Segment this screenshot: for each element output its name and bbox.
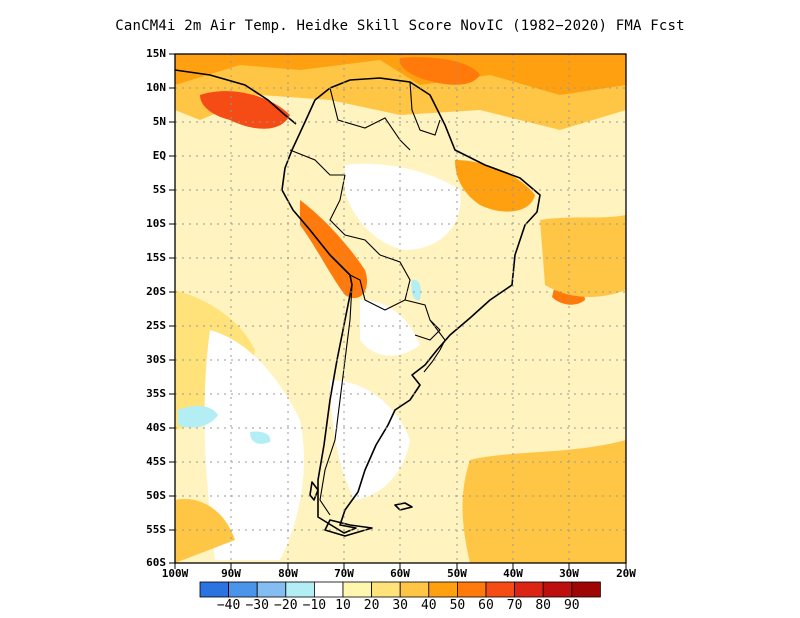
lat-label: 40S [146, 421, 166, 434]
border-colombia-peru [289, 149, 345, 176]
colorbar-swatch-12 [514, 581, 544, 598]
lat-label: 15S [146, 251, 166, 264]
field-chile-light [280, 470, 340, 560]
lat-label: 15N [146, 47, 166, 60]
colorbar-swatch-3 [256, 581, 287, 598]
skill-field [175, 54, 626, 563]
border-colombia-venezuela [329, 87, 411, 151]
lon-label: 80W [278, 567, 298, 580]
field-pacific-white [204, 330, 304, 560]
colorbar-swatch-13 [542, 581, 573, 598]
lat-label: 60S [146, 556, 166, 569]
southern-chile-islands [309, 481, 319, 501]
field-cyan-42s [250, 431, 271, 444]
colorbar-swatch-2 [228, 581, 258, 598]
country-borders [289, 81, 446, 516]
lon-label: 70W [334, 567, 354, 580]
colorbar-label: 40 [420, 598, 437, 613]
field-cyan-40s [178, 405, 218, 428]
lat-label: 20S [146, 285, 166, 298]
colorbar-swatch-1 [199, 581, 230, 598]
field-southern-gold [175, 499, 235, 563]
map-title: CanCM4i 2m Air Temp. Heidke Skill Score … [115, 18, 685, 34]
border-paraguay [404, 299, 441, 341]
lon-label: 40W [503, 567, 523, 580]
tierra-del-fuego [324, 519, 373, 537]
lat-label: 5N [152, 115, 166, 128]
colorbar-swatch-7 [371, 581, 401, 598]
colorbar-swatch-11 [485, 581, 516, 598]
border-chile-argentina [319, 284, 353, 516]
colorbar-label: 50 [449, 598, 466, 613]
field-band-orange [175, 54, 626, 95]
border-guianas [409, 81, 441, 136]
field-east-gold [540, 215, 626, 297]
lat-label: 35S [146, 387, 166, 400]
coastlines [174, 69, 541, 537]
colorbar-swatch-9 [428, 581, 458, 598]
lon-label: 60W [390, 567, 410, 580]
field-amazon-white [345, 163, 461, 250]
border-argentina-brazil [429, 319, 446, 351]
field-ne-brazil [455, 160, 535, 212]
falklands [394, 502, 413, 511]
colorbar-swatch-14 [571, 581, 601, 598]
lat-label: 25S [146, 319, 166, 332]
colorbar-label: 30 [392, 598, 409, 613]
colorbar-swatch-4 [285, 581, 315, 598]
field-cyan-interior [411, 279, 421, 301]
lon-label: 50W [447, 567, 467, 580]
lat-label: 45S [146, 455, 166, 468]
lat-label: 10S [146, 217, 166, 230]
colorbar-label: 90 [563, 598, 580, 613]
colorbar-label: −20 [274, 598, 298, 613]
colorbar-swatch-6 [342, 581, 373, 598]
lat-tick-marks [169, 53, 175, 564]
lon-tick-marks [174, 563, 627, 569]
lon-label: 90W [221, 567, 241, 580]
colorbar-label: 10 [335, 598, 351, 613]
lat-label: 30S [146, 353, 166, 366]
field-interior-white [360, 300, 420, 356]
lat-label: 10N [146, 81, 166, 94]
lat-label: EQ [152, 149, 166, 162]
field-andes-orange [300, 200, 368, 299]
colorbar [199, 581, 601, 598]
colorbar-swatch-8 [399, 581, 430, 598]
colorbar-label: −10 [302, 598, 327, 613]
south-america-coast [281, 77, 541, 534]
lon-label: 100W [161, 567, 189, 580]
colorbar-label: 20 [363, 598, 380, 613]
lat-label: 50S [146, 489, 166, 502]
lat-label: 5S [152, 183, 166, 196]
field-hotspot-north [399, 57, 480, 85]
central-america-coast [174, 69, 297, 125]
lon-label: 20W [616, 567, 636, 580]
colorbar-label: −40 [216, 598, 241, 613]
colorbar-label: 70 [506, 598, 523, 613]
border-peru-brazil [329, 174, 381, 256]
field-south-atlantic [462, 440, 626, 563]
lon-gridlines [230, 54, 570, 563]
border-uruguay [423, 349, 441, 373]
border-bolivia [349, 254, 411, 311]
field-patagonia-white [330, 380, 410, 500]
colorbar-label: 60 [478, 598, 494, 613]
colorbar-swatch-10 [456, 581, 487, 598]
lon-label: 30W [559, 567, 579, 580]
colorbar-label: 80 [535, 598, 552, 613]
lat-label: 55S [146, 523, 166, 536]
colorbar-label: −30 [245, 598, 269, 613]
colorbar-swatch-5 [313, 581, 344, 598]
